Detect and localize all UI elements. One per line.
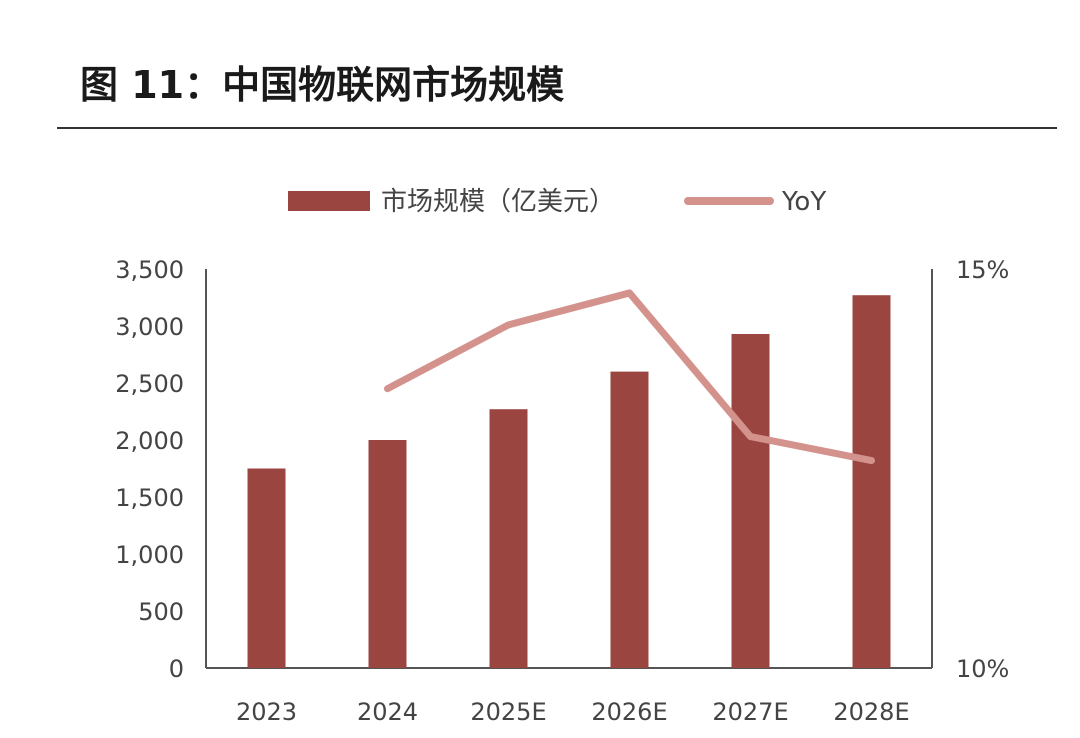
bar-2025E [489, 409, 528, 668]
bar-2028E [852, 295, 891, 668]
left-tick-label: 500 [138, 598, 184, 626]
x-tick-label: 2024 [357, 698, 418, 726]
left-tick-label: 0 [169, 655, 184, 683]
right-tick-label: 15% [956, 256, 1009, 284]
x-tick-label: 2025E [470, 698, 546, 726]
title-divider [57, 127, 1057, 129]
legend-bar-swatch [288, 191, 370, 211]
legend-line-label: YoY [781, 187, 826, 217]
bar-series [247, 295, 891, 668]
bar-2024 [368, 440, 407, 668]
yoy-line-series [384, 289, 875, 465]
x-tick-label: 2027E [712, 698, 788, 726]
x-tick-label: 2026E [591, 698, 667, 726]
left-tick-label: 2,500 [115, 370, 184, 398]
bar-2027E [731, 333, 770, 668]
bar-2026E [610, 371, 649, 668]
legend-bar-label: 市场规模（亿美元） [381, 187, 615, 217]
left-tick-label: 1,500 [115, 484, 184, 512]
figure-title: 图 11：中国物联网市场规模 [80, 63, 565, 107]
right-tick-label: 10% [956, 655, 1009, 683]
chart-axes [205, 269, 933, 669]
left-tick-label: 2,000 [115, 427, 184, 455]
x-tick-label: 2028E [833, 698, 909, 726]
tick-labels: 0 500 1,000 1,500 2,000 2,500 3,000 3,500 10% 15%… [115, 256, 1009, 726]
x-tick-label: 2023 [236, 698, 297, 726]
left-tick-label: 3,000 [115, 313, 184, 341]
bar-2023 [247, 468, 286, 668]
chart-legend: 市场规模（亿美元） YoY [288, 187, 826, 217]
left-tick-label: 3,500 [115, 256, 184, 284]
left-tick-label: 1,000 [115, 541, 184, 569]
